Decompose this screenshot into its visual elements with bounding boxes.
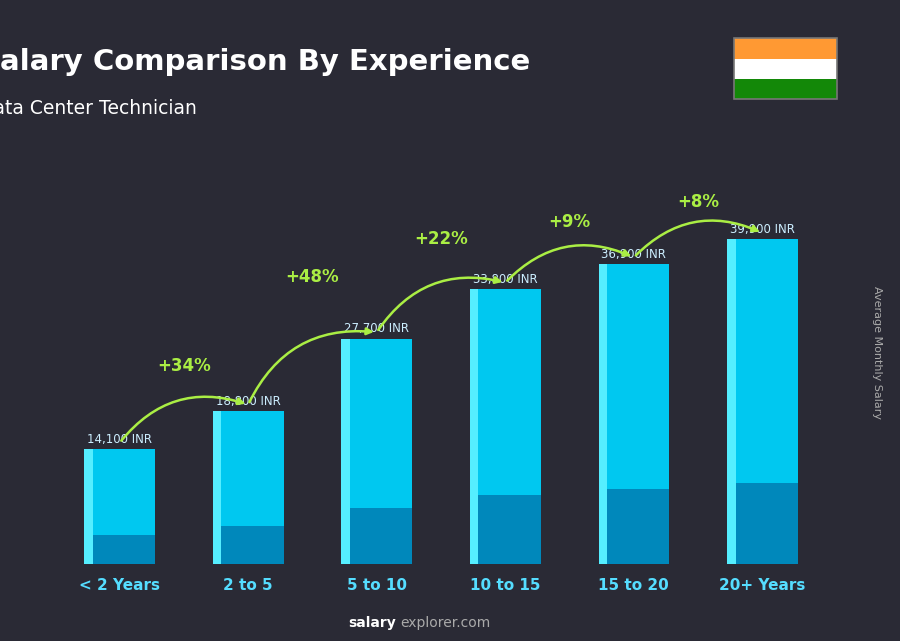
Bar [727, 240, 797, 564]
Bar [470, 495, 541, 564]
Bar [85, 535, 155, 564]
Text: Salary Comparison By Experience: Salary Comparison By Experience [0, 48, 530, 76]
Bar [85, 449, 155, 564]
Text: +9%: +9% [548, 213, 590, 231]
Bar [341, 338, 412, 564]
Text: 39,900 INR: 39,900 INR [730, 223, 795, 236]
Text: 27,700 INR: 27,700 INR [344, 322, 410, 335]
Bar [470, 289, 541, 564]
Bar [727, 483, 797, 564]
Text: salary: salary [348, 616, 396, 630]
Bar [727, 240, 735, 564]
Bar [85, 449, 93, 564]
Bar [470, 289, 479, 564]
Text: explorer.com: explorer.com [400, 616, 490, 630]
Bar [212, 411, 221, 564]
Bar [341, 508, 412, 564]
Circle shape [779, 69, 791, 81]
Text: +8%: +8% [677, 193, 719, 211]
Text: 36,900 INR: 36,900 INR [601, 247, 666, 261]
Bar [212, 526, 284, 564]
Circle shape [776, 65, 795, 84]
Bar [598, 264, 607, 564]
Bar [341, 338, 350, 564]
Text: 33,800 INR: 33,800 INR [473, 273, 537, 286]
Text: 18,800 INR: 18,800 INR [216, 395, 281, 408]
Text: 14,100 INR: 14,100 INR [87, 433, 152, 446]
Bar [212, 411, 284, 564]
Bar [598, 489, 670, 564]
Text: +48%: +48% [285, 268, 339, 286]
Text: +22%: +22% [414, 230, 468, 249]
Text: +34%: +34% [157, 356, 211, 374]
Bar [598, 264, 670, 564]
Text: Average Monthly Salary: Average Monthly Salary [872, 286, 883, 419]
Text: Data Center Technician: Data Center Technician [0, 99, 197, 118]
